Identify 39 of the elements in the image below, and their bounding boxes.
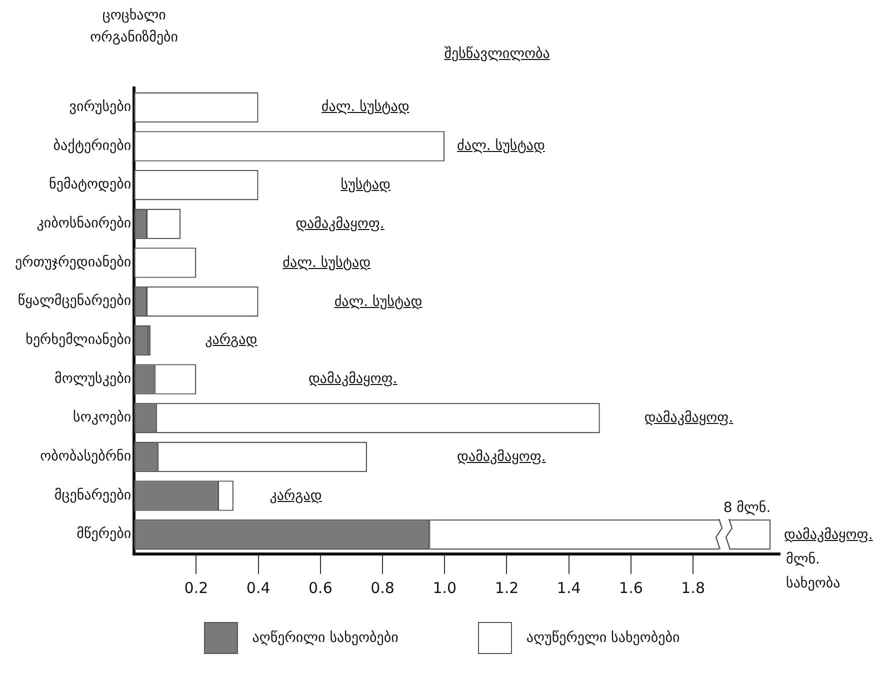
y-tick-label: ვირუსები [69, 99, 132, 116]
annotation: კარგად [270, 488, 322, 504]
legend-label: აღწერილი სახეობები [252, 630, 398, 646]
y-tick-label: ხერხემლიანები [26, 332, 132, 348]
y-tick-label: ობობასებრნი [40, 448, 132, 465]
x-tick-label: 1.8 [681, 578, 705, 597]
annotation: დამაკმაყოფ. [308, 371, 398, 388]
text: დამაკმაყოფ. [784, 526, 873, 543]
annotation: დამაკმაყოფ. [457, 448, 546, 465]
annotation: ძალ. სუსტად [282, 254, 371, 271]
annotation: სუსტად [340, 177, 390, 194]
annotation: ძალ. სუსტად [321, 99, 410, 116]
y-tick-label: ერთუჯრედიანები [15, 254, 132, 270]
text: შესწავლილობა [444, 46, 550, 62]
x-tick-label: 0.2 [184, 578, 208, 597]
x-tick-label: 1.6 [619, 578, 643, 597]
x-tick-label: 1.2 [494, 578, 519, 597]
x-tick-label: 0.4 [246, 578, 270, 597]
x-tick-label: 1.0 [432, 578, 457, 597]
y-tick-label: მცენარეები [54, 487, 132, 504]
annotation: ძალ. სუსტად [334, 294, 422, 310]
annotation: დამაკმაყოფ. [296, 216, 384, 232]
y-tick-label: მოლუსკები [54, 370, 132, 387]
y-tick-label: ნემატოდები [49, 176, 132, 193]
y-tick-label: ბაქტერიები [53, 138, 132, 154]
annotation: 8 მლნ. [723, 500, 771, 516]
annotation: ძალ. სუსტად [457, 138, 545, 154]
y-axis-title: ცოცხალი ორგანიზმები [90, 8, 178, 46]
annotation: კარგად [205, 332, 258, 348]
x-tick-label: 1.4 [556, 578, 581, 597]
y-tick-label: წყალმცენარეები [18, 293, 132, 310]
annotation: დამაკმაყოფ. [644, 410, 734, 426]
x-tick-label: 0.8 [370, 578, 394, 597]
y-tick-label: კიბოსნაირები [36, 216, 132, 232]
x-tick-label: 0.6 [308, 578, 332, 597]
y-tick-label: მწერები [76, 526, 132, 542]
x-axis-title: მლნ. სახეობა [786, 552, 840, 592]
legend-label: აღუწერელი სახეობები [526, 630, 680, 646]
y-tick-label: სოკოები [73, 410, 132, 426]
